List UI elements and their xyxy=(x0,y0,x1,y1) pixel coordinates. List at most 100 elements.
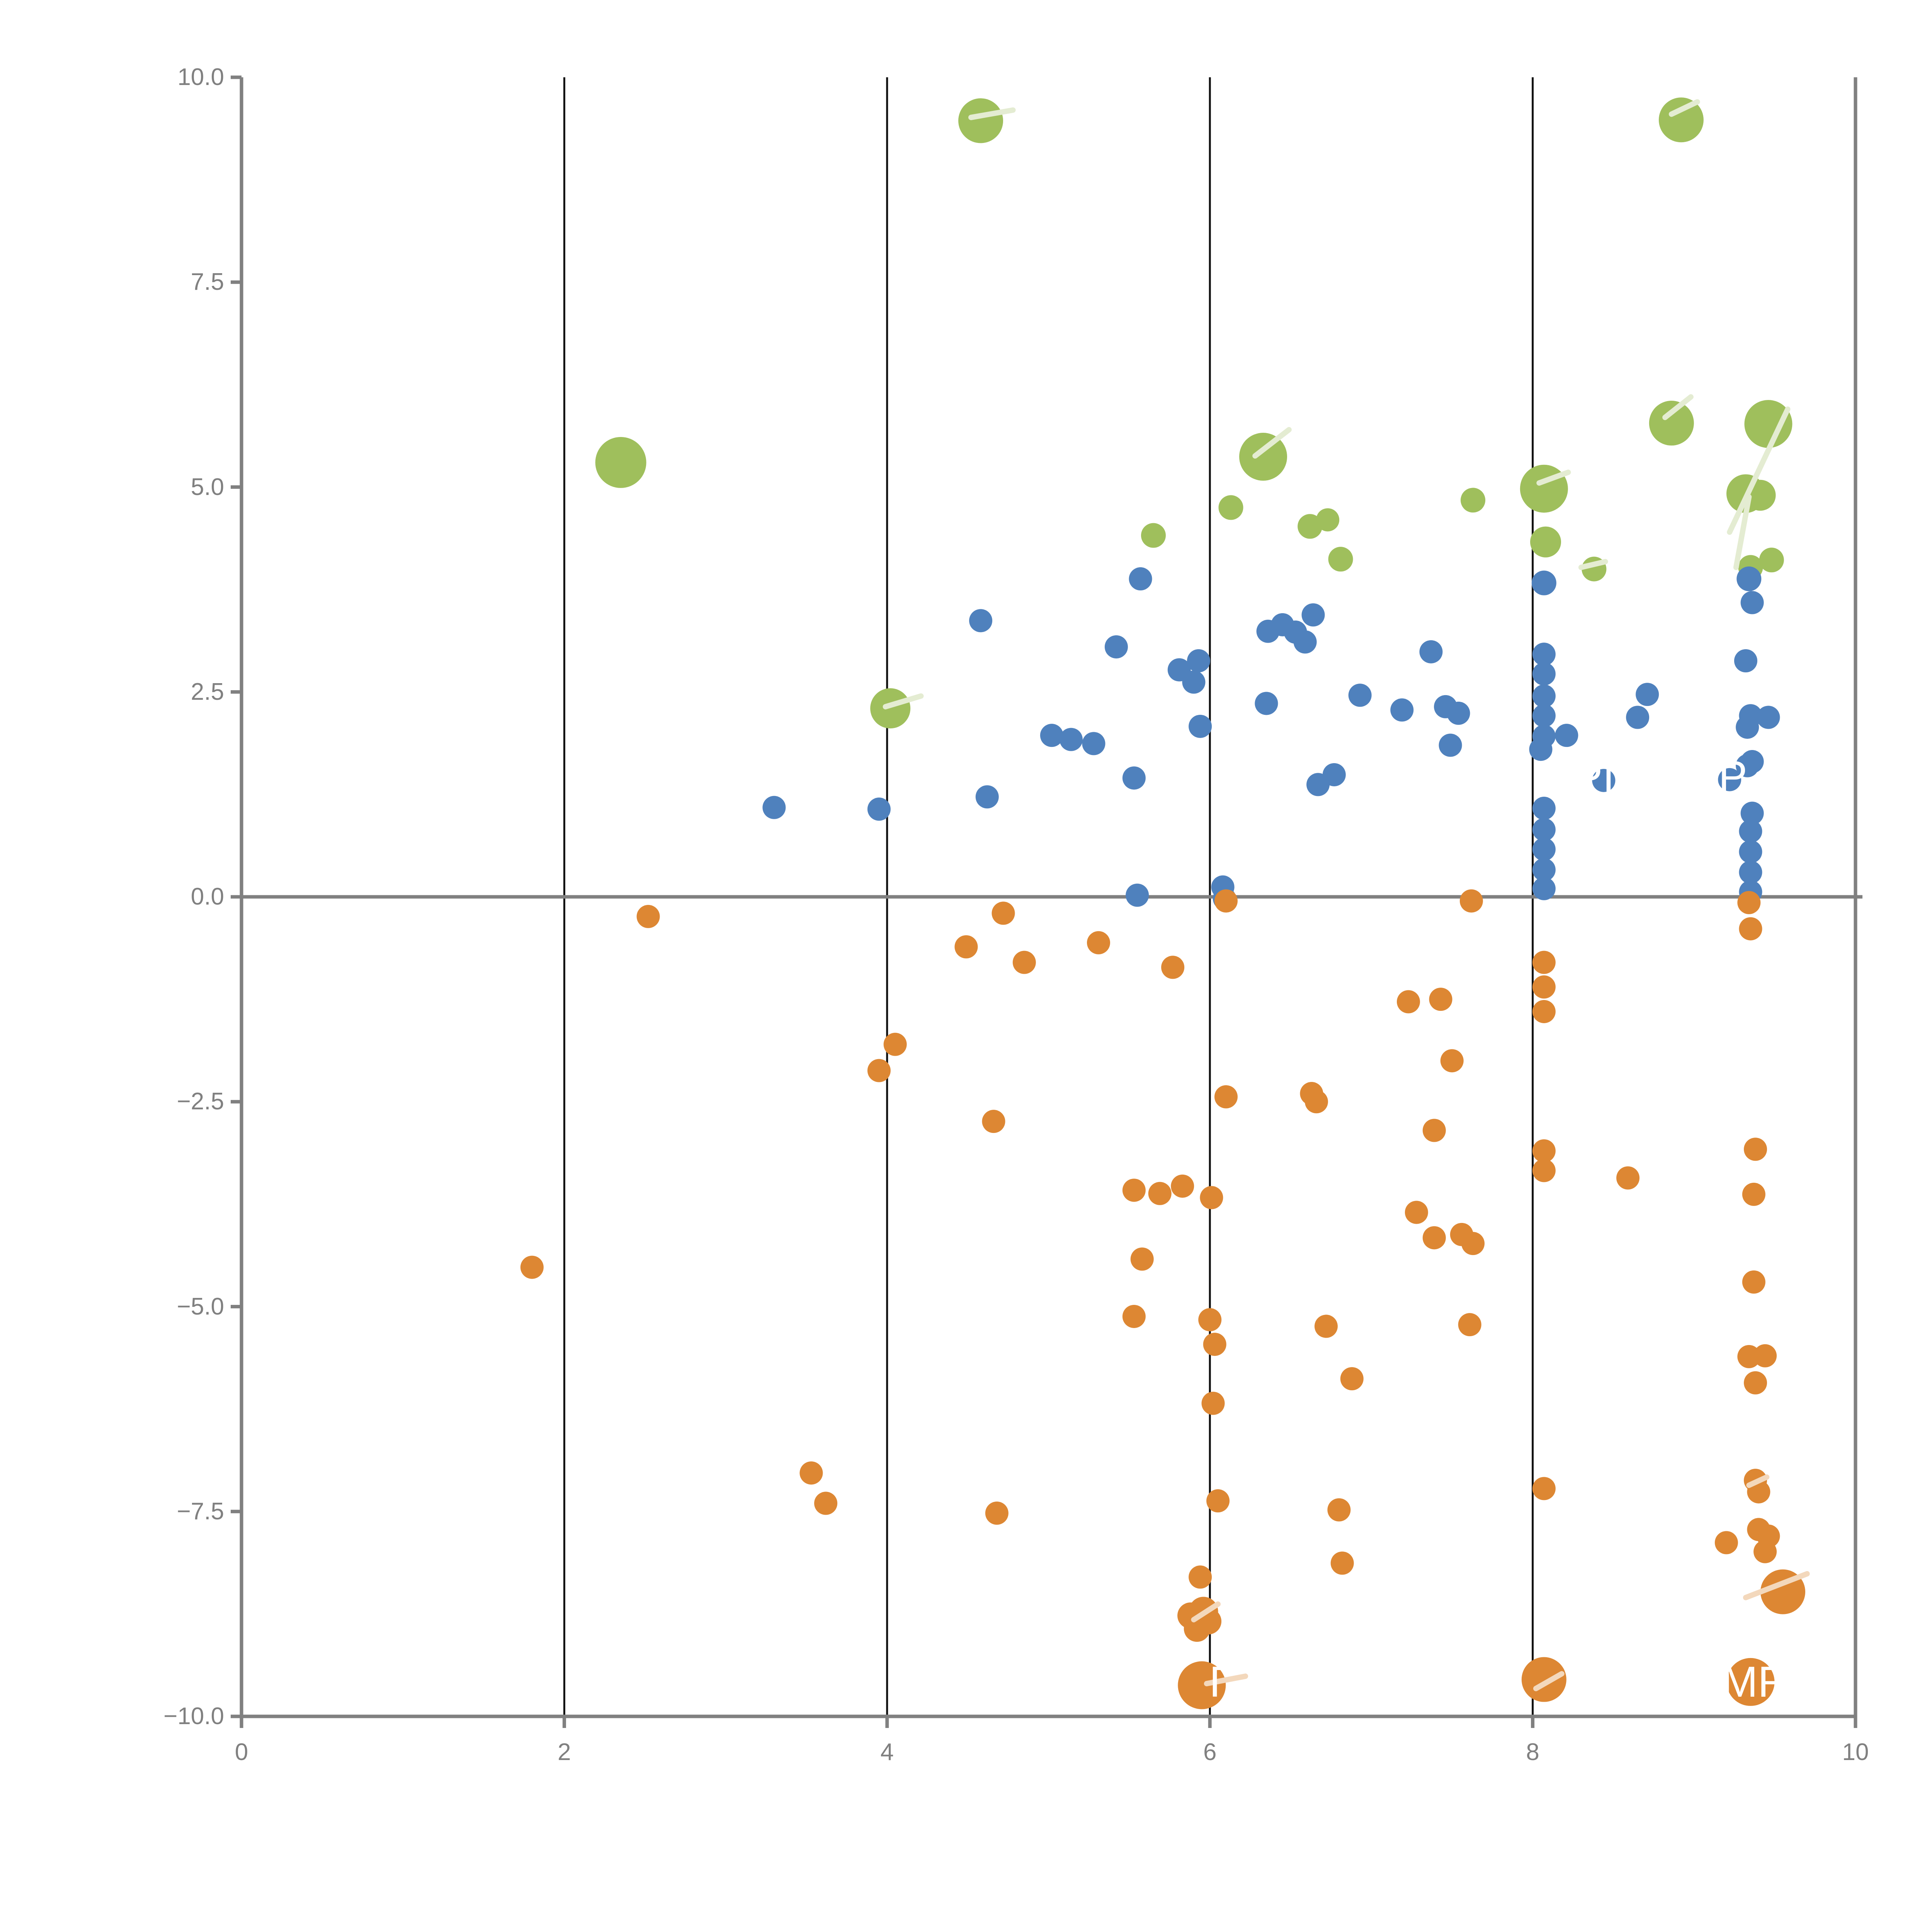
data-point-orange xyxy=(1532,975,1556,999)
y-axis-tick-label: 10.0 xyxy=(177,64,224,90)
data-point-orange xyxy=(1171,1174,1194,1198)
data-point-green xyxy=(1658,97,1704,143)
data-point-orange xyxy=(1214,1085,1238,1109)
data-point-orange xyxy=(954,935,978,959)
annotation-leader-line xyxy=(1204,1673,1248,1687)
data-point-blue xyxy=(1255,692,1278,715)
annotation-leader-line xyxy=(1668,99,1700,117)
data-point-blue xyxy=(1301,603,1325,627)
data-point-blue xyxy=(1532,643,1556,666)
annotation-leader-line xyxy=(1191,1601,1221,1622)
data-point-orange xyxy=(1130,1247,1154,1271)
data-point-orange xyxy=(1148,1182,1172,1205)
data-point-green xyxy=(958,98,1003,143)
data-point-blue xyxy=(1306,773,1330,796)
data-point-blue xyxy=(1532,877,1556,900)
data-point-orange xyxy=(1753,1540,1777,1563)
data-point-orange xyxy=(1744,1371,1767,1395)
annotation-leader-line xyxy=(1733,494,1752,570)
data-point-orange xyxy=(985,1501,1009,1525)
annotation-leader-line xyxy=(883,693,924,709)
data-point-orange xyxy=(1189,1565,1212,1589)
data-point-blue xyxy=(762,796,786,819)
data-point-orange xyxy=(636,905,660,928)
y-axis-tick-label: −5.0 xyxy=(177,1293,224,1320)
data-point-orange xyxy=(1203,1333,1226,1356)
y-axis-tick-label: −10.0 xyxy=(163,1703,224,1730)
data-point-blue xyxy=(1736,566,1762,592)
data-point-blue xyxy=(1532,662,1556,686)
data-point-blue xyxy=(1182,670,1206,694)
data-point-blue xyxy=(1348,684,1372,707)
data-point-blue xyxy=(1736,715,1759,739)
y-axis-tick-label: 0.0 xyxy=(190,883,224,910)
data-point-orange xyxy=(1327,1498,1351,1522)
data-point-orange xyxy=(1459,889,1483,913)
data-point-orange xyxy=(520,1255,544,1279)
scatter-plot-svg: MR Γ РIЕ Р xyxy=(237,77,1862,1716)
data-point-blue xyxy=(1529,738,1553,761)
data-point-orange xyxy=(799,1461,823,1485)
data-point-orange xyxy=(1405,1201,1428,1224)
axis-ticks-group xyxy=(231,75,1857,1728)
leader-lines-group xyxy=(883,99,1810,1691)
data-point-orange xyxy=(1737,891,1761,914)
data-point-orange xyxy=(1087,931,1110,954)
data-point-orange xyxy=(1532,1477,1556,1500)
plot-area: MR Γ РIЕ Р xyxy=(237,77,1862,1716)
data-point-green xyxy=(1461,488,1486,513)
data-point-orange xyxy=(1330,1551,1354,1575)
data-point-blue xyxy=(1736,754,1759,777)
annotation-leader-line xyxy=(1662,394,1694,420)
x-axis-tick-label: 2 xyxy=(558,1739,571,1765)
data-point-blue xyxy=(1122,766,1146,790)
data-point-orange xyxy=(1122,1179,1146,1202)
data-point-blue xyxy=(1532,818,1556,842)
data-point-orange xyxy=(1739,917,1762,940)
x-axis-tick-label: 8 xyxy=(1526,1739,1539,1765)
y-axis-tick-label: −7.5 xyxy=(177,1498,224,1525)
data-point-orange xyxy=(1742,1270,1765,1294)
data-point-orange xyxy=(1753,1344,1777,1367)
data-point-green xyxy=(1744,400,1793,448)
data-point-green xyxy=(1530,526,1561,558)
x-axis-tick-label: 0 xyxy=(235,1739,248,1765)
annotation-leader-line xyxy=(1727,406,1791,535)
data-point-orange xyxy=(1396,990,1420,1014)
data-point-orange xyxy=(1461,1232,1485,1255)
data-point-blue xyxy=(1532,796,1556,820)
data-point-orange xyxy=(1532,951,1556,974)
data-point-orange xyxy=(1122,1304,1146,1328)
data-point-blue xyxy=(1718,768,1742,791)
data-point-green xyxy=(1649,401,1694,446)
annotation-label: MR xyxy=(1722,1658,1789,1706)
annotation-leader-line xyxy=(1533,1671,1565,1691)
data-point-blue xyxy=(867,798,891,821)
data-point-orange xyxy=(814,1492,838,1515)
data-point-orange xyxy=(1184,1616,1210,1642)
data-point-green xyxy=(1218,495,1243,520)
data-point-orange xyxy=(1422,1119,1446,1142)
data-point-green xyxy=(1141,523,1166,548)
axis-spines-group xyxy=(240,77,1857,1718)
data-point-orange xyxy=(1744,1138,1767,1161)
data-point-orange xyxy=(982,1110,1005,1133)
data-point-blue xyxy=(1187,649,1210,673)
data-point-orange xyxy=(1458,1313,1481,1337)
data-point-blue xyxy=(1447,701,1470,725)
data-point-blue xyxy=(1555,724,1578,747)
data-point-blue xyxy=(1740,591,1764,614)
data-point-blue xyxy=(1734,649,1757,673)
data-point-orange xyxy=(1616,1166,1640,1190)
data-point-blue xyxy=(1531,570,1556,595)
data-point-orange xyxy=(1201,1391,1225,1415)
data-point-green xyxy=(595,437,646,488)
data-point-orange xyxy=(1532,1159,1556,1182)
data-point-orange xyxy=(1340,1367,1364,1391)
data-point-blue xyxy=(1129,567,1152,591)
data-point-orange xyxy=(1521,1657,1566,1702)
data-point-orange xyxy=(1214,889,1238,913)
data-point-blue xyxy=(1636,683,1659,706)
data-point-blue xyxy=(1293,630,1317,654)
